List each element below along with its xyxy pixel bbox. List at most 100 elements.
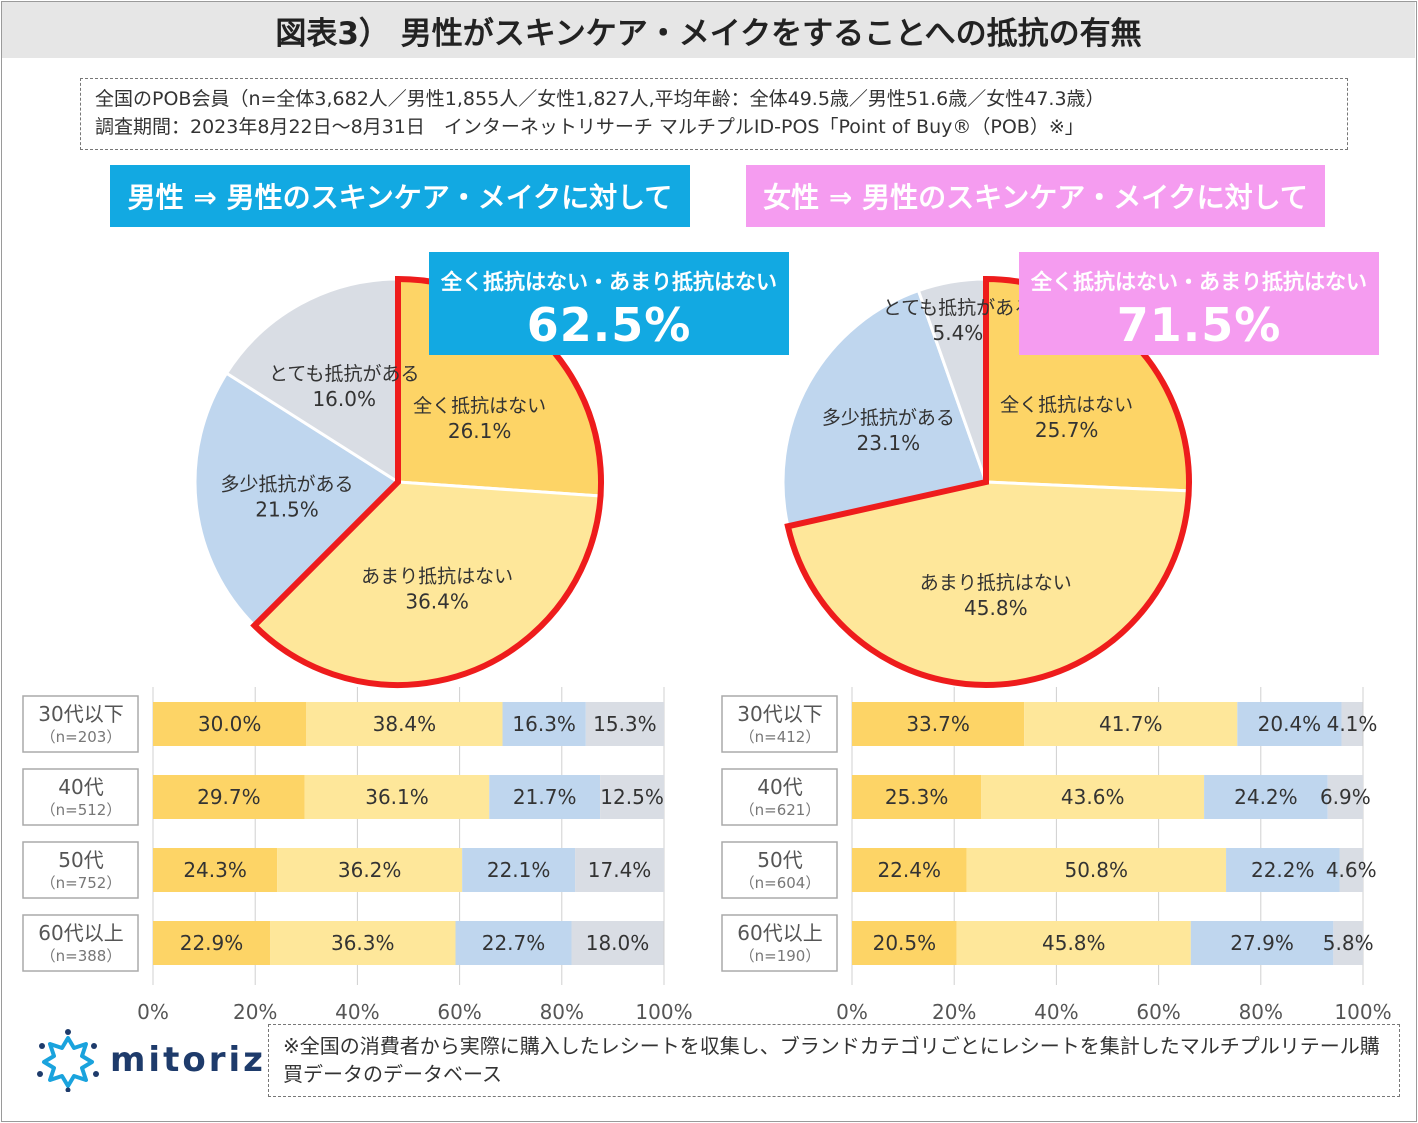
- male-bars-bar-label-3-3: 18.0%: [586, 931, 650, 955]
- male-bars-category-box-0: [22, 695, 139, 753]
- male-bars-tick-2: 40%: [335, 1000, 379, 1024]
- female-bars-category-label-1: 40代: [757, 775, 802, 799]
- male-bars-bar-0-0: [153, 702, 307, 746]
- female-bars-bar-label-0-0: 33.7%: [906, 712, 970, 736]
- female-bars-category-box-1: [721, 768, 838, 826]
- male-pie-slice-1-label: あまり抵抗はない: [361, 566, 513, 588]
- female-pie-slice-1-label: あまり抵抗はない: [920, 572, 1072, 594]
- female-bars-category-label-3: 60代以上: [737, 921, 822, 945]
- male-bars-bar-3-1: [270, 921, 456, 965]
- male-bars-bar-3-0: [153, 921, 271, 965]
- female-bars-bar-3-2: [1190, 921, 1334, 965]
- female-bars-bar-label-0-3: 4.1%: [1327, 712, 1378, 736]
- female-bars-category-box-3: [721, 914, 838, 972]
- female-bars-tick-5: 100%: [1334, 1000, 1391, 1024]
- female-bars-n-label-1: （n=621）: [740, 801, 821, 819]
- male-bars-bar-label-1-3: 12.5%: [600, 785, 664, 809]
- male-pie-slice-3-value: 16.0%: [312, 387, 376, 411]
- male-bars-bar-2-1: [277, 848, 463, 892]
- male-pie-slice-0-label: 全く抵抗はない: [413, 395, 546, 417]
- female-bars-tick-0: 0%: [836, 1000, 868, 1024]
- male-bars-bar-label-2-3: 17.4%: [588, 858, 652, 882]
- female-bars-bar-0-0: [852, 702, 1025, 746]
- male-bars-bar-3-3: [571, 921, 664, 965]
- female-bars-bar-label-1-1: 43.6%: [1061, 785, 1125, 809]
- mitoriz-logo: mitoriz: [36, 1029, 266, 1092]
- female-callout-value: 71.5%: [1116, 298, 1282, 352]
- female-bars-bar-1-1: [981, 775, 1205, 819]
- male-pie-slice-2-value: 21.5%: [255, 497, 319, 521]
- male-callout: 全く抵抗はない・あまり抵抗はない 62.5%: [429, 252, 789, 355]
- male-bars-bar-1-0: [153, 775, 305, 819]
- male-bars-tick-3: 60%: [437, 1000, 481, 1024]
- female-bars-n-label-2: （n=604）: [740, 874, 821, 892]
- male-bars-bar-1-3: [600, 775, 664, 819]
- female-bars-bar-label-3-0: 20.5%: [873, 931, 937, 955]
- male-bars-bar-label-2-2: 22.1%: [487, 858, 551, 882]
- male-bars-category-label-2: 50代: [58, 848, 103, 872]
- male-bars-category-box-3: [22, 914, 139, 972]
- female-bars-bar-2-0: [852, 848, 967, 892]
- male-pie-slice-1-value: 36.4%: [405, 590, 469, 614]
- male-bars-category-label-0: 30代以下: [38, 702, 123, 726]
- male-callout-label: 全く抵抗はない・あまり抵抗はない: [441, 270, 777, 294]
- female-bars-bar-2-1: [966, 848, 1227, 892]
- female-bars-bar-label-1-2: 24.2%: [1234, 785, 1298, 809]
- female-callout: 全く抵抗はない・あまり抵抗はない 71.5%: [1019, 252, 1379, 355]
- male-bars-bar-label-2-0: 24.3%: [183, 858, 247, 882]
- male-bars-n-label-3: （n=388）: [41, 947, 122, 965]
- male-bars-bar-label-1-2: 21.7%: [513, 785, 577, 809]
- female-pie-slice-1-value: 45.8%: [964, 596, 1028, 620]
- male-bars-tick-5: 100%: [635, 1000, 692, 1024]
- female-bars-bar-label-1-3: 6.9%: [1320, 785, 1371, 809]
- survey-info-line-1: 全国のPOB会員（n=全体3,682人／男性1,855人／女性1,827人,平均…: [95, 88, 1105, 110]
- male-bars-bar-0-1: [306, 702, 503, 746]
- female-bars-category-box-2: [721, 841, 838, 899]
- female-bars-bar-label-1-0: 25.3%: [885, 785, 949, 809]
- male-bars-bar-2-2: [462, 848, 576, 892]
- male-bars-tick-0: 0%: [137, 1000, 169, 1024]
- male-bars-category-box-1: [22, 768, 139, 826]
- female-pie-slice-2: [781, 288, 988, 529]
- female-bars-bar-0-3: [1341, 702, 1363, 746]
- male-bars-bar-label-0-1: 38.4%: [373, 712, 437, 736]
- survey-info-line-2: 調査期間：2023年8月22日～8月31日 インターネットリサーチ マルチプルI…: [95, 116, 1084, 138]
- footnote: ※全国の消費者から実際に購入したレシートを収集し、ブランドカテゴリごとにレシート…: [268, 1024, 1400, 1097]
- male-pie-slice-3: [224, 277, 400, 485]
- female-pie-slice-0-label: 全く抵抗はない: [1000, 394, 1133, 416]
- male-bars-tick-4: 80%: [540, 1000, 584, 1024]
- male-callout-value: 62.5%: [526, 298, 692, 352]
- male-bars-bar-2-3: [575, 848, 664, 892]
- female-bars-bar-0-1: [1024, 702, 1238, 746]
- female-bars-bar-label-3-2: 27.9%: [1230, 931, 1294, 955]
- female-pie-slice-3-value: 5.4%: [932, 321, 983, 345]
- male-pie-slice-2-label: 多少抵抗がある: [221, 473, 354, 495]
- female-bars-bar-2-3: [1339, 848, 1363, 892]
- male-bars-bar-label-3-2: 22.7%: [482, 931, 546, 955]
- female-bars-category-label-2: 50代: [757, 848, 802, 872]
- male-bars-bar-0-2: [502, 702, 586, 746]
- female-pie-slice-0-value: 25.7%: [1035, 418, 1099, 442]
- female-bars-bar-1-3: [1327, 775, 1363, 819]
- male-bars-category-box-2: [22, 841, 139, 899]
- male-pie-slice-3-label: とても抵抗がある: [269, 363, 419, 385]
- female-bars-bar-3-0: [852, 921, 957, 965]
- female-bars-n-label-3: （n=190）: [740, 947, 821, 965]
- male-bars-n-label-0: （n=203）: [41, 728, 122, 746]
- male-bars-bar-3-2: [455, 921, 572, 965]
- male-bars-tick-1: 20%: [233, 1000, 277, 1024]
- female-bars-tick-3: 60%: [1136, 1000, 1180, 1024]
- male-bars-bar-label-2-1: 36.2%: [338, 858, 402, 882]
- female-bars-bar-label-3-1: 45.8%: [1042, 931, 1106, 955]
- female-pie-slice-3-label: とても抵抗がある: [883, 297, 1033, 319]
- male-bars-bar-label-1-1: 36.1%: [365, 785, 429, 809]
- female-age-bar-chart: 0% 20% 40% 60% 80% 100% 30代以下 （n=412） 33.7% 41.7%…: [721, 687, 1392, 1024]
- female-bars-bar-1-2: [1204, 775, 1328, 819]
- male-pie-slice-0-value: 26.1%: [448, 419, 512, 443]
- female-bars-bar-1-0: [852, 775, 982, 819]
- female-bars-bar-label-0-2: 20.4%: [1258, 712, 1322, 736]
- female-bars-bar-label-2-0: 22.4%: [877, 858, 941, 882]
- female-bars-bar-label-3-3: 5.8%: [1323, 931, 1374, 955]
- female-pie-slice-2-label: 多少抵抗がある: [822, 407, 955, 429]
